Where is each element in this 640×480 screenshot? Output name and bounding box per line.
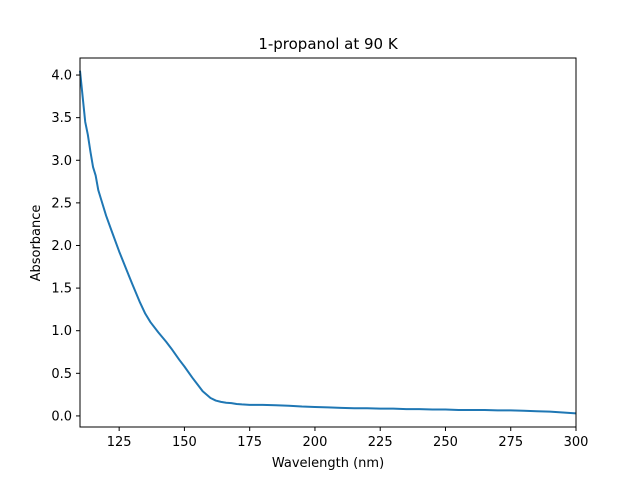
x-axis-label: Wavelength (nm): [272, 456, 384, 471]
y-tick-label: 3.0: [51, 154, 72, 169]
x-tick-label: 300: [564, 435, 589, 450]
y-tick-label: 0.5: [51, 367, 72, 382]
y-tick-label: 2.5: [51, 196, 72, 211]
x-axis-ticks: 125 150 175 200 225 250 275 300: [107, 427, 589, 450]
y-tick-label: 2.0: [51, 239, 72, 254]
chart-title: 1-propanol at 90 K: [258, 35, 399, 53]
x-tick-label: 225: [368, 435, 393, 450]
y-tick-label: 3.5: [51, 111, 72, 126]
y-axis-label: Absorbance: [29, 205, 44, 282]
x-tick-label: 200: [303, 435, 328, 450]
y-tick-label: 4.0: [51, 69, 72, 84]
x-tick-label: 275: [498, 435, 523, 450]
plot-area: [79, 70, 577, 415]
y-tick-label: 1.5: [51, 282, 72, 297]
x-tick-label: 125: [107, 435, 132, 450]
y-axis-ticks: 0.0 0.5 1.0 1.5 2.0 2.5 3.0 3.5 4.0: [51, 69, 80, 424]
y-tick-label: 0.0: [51, 409, 72, 424]
absorbance-series-line: [79, 70, 577, 415]
x-tick-label: 175: [237, 435, 262, 450]
x-tick-label: 150: [172, 435, 197, 450]
y-tick-label: 1.0: [51, 324, 72, 339]
x-tick-label: 250: [433, 435, 458, 450]
plot-frame: [79, 57, 577, 428]
